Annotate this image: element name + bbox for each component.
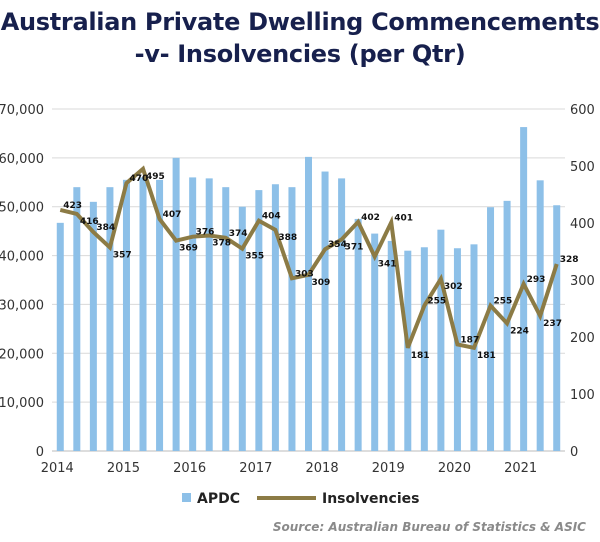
apdc-bar — [371, 233, 379, 451]
insolvencies-data-label: 309 — [312, 278, 331, 288]
legend-insolvencies-label: Insolvencies — [322, 491, 419, 507]
apdc-bar — [387, 240, 395, 451]
apdc-bar — [255, 190, 263, 452]
right-axis-tick-label: 600 — [570, 103, 595, 118]
chart-title-line2: -v- Insolvencies (per Qtr) — [134, 40, 466, 68]
apdc-bar — [122, 179, 130, 452]
left-axis-tick-label: 70,000 — [0, 103, 44, 118]
insolvencies-data-label: 302 — [444, 282, 463, 292]
right-axis-tick-label: 300 — [570, 274, 595, 289]
apdc-bar — [56, 222, 64, 451]
insolvencies-data-label: 470 — [129, 174, 148, 184]
insolvencies-data-label: 181 — [477, 351, 496, 361]
legend-apdc-swatch — [182, 493, 191, 502]
insolvencies-data-label: 374 — [229, 229, 248, 239]
left-axis-tick-label: 0 — [36, 445, 44, 460]
insolvencies-data-label: 376 — [196, 228, 215, 238]
insolvencies-data-label: 407 — [163, 210, 182, 220]
insolvencies-data-label: 384 — [96, 223, 115, 233]
apdc-bar — [238, 206, 246, 451]
apdc-bar — [338, 178, 346, 451]
x-axis-tick-label: 2021 — [504, 461, 537, 476]
apdc-bar — [437, 229, 445, 451]
apdc-bar — [73, 187, 81, 451]
apdc-bar — [288, 187, 296, 451]
apdc-bar — [420, 247, 428, 451]
insolvencies-data-label: 402 — [361, 213, 380, 223]
apdc-bar — [453, 248, 461, 451]
insolvencies-line — [59, 165, 559, 351]
insolvencies-data-label: 357 — [113, 251, 132, 261]
insolvencies-data-label: 495 — [146, 172, 165, 182]
insolvencies-data-label: 341 — [378, 260, 397, 270]
insolvencies-data-label: 416 — [80, 217, 99, 227]
source-note: Source: Australian Bureau of Statistics … — [272, 520, 586, 534]
insolvencies-data-label: 354 — [328, 240, 347, 250]
apdc-bar — [222, 187, 230, 451]
right-axis-tick-label: 400 — [570, 217, 595, 232]
insolvencies-data-label: 328 — [560, 255, 579, 265]
x-axis-tick-label: 2018 — [306, 461, 339, 476]
apdc-bar — [156, 179, 164, 452]
insolvencies-data-label: 181 — [411, 351, 430, 361]
left-axis-tick-label: 10,000 — [0, 396, 44, 411]
right-axis-tick-label: 0 — [570, 445, 578, 460]
apdc-bar — [321, 171, 329, 451]
left-axis-tick-label: 20,000 — [0, 347, 44, 362]
chart-title-line1: Australian Private Dwelling Commencement… — [0, 8, 600, 36]
legend-apdc-label: APDC — [197, 491, 240, 507]
insolvencies-data-label: 255 — [494, 297, 513, 307]
right-axis-tick-label: 100 — [570, 388, 595, 403]
apdc-bar — [404, 250, 412, 451]
right-axis-tick-label: 200 — [570, 331, 595, 346]
x-axis-tick-label: 2016 — [173, 461, 206, 476]
apdc-bar — [172, 157, 180, 451]
left-axis-tick-label: 50,000 — [0, 201, 44, 216]
apdc-bar — [305, 156, 312, 451]
insolvencies-data-label: 378 — [212, 239, 231, 249]
insolvencies-data-label: 303 — [295, 269, 314, 279]
right-axis-tick-label: 500 — [570, 160, 595, 175]
left-axis-tick-label: 40,000 — [0, 250, 44, 265]
insolvencies-data-label: 293 — [527, 275, 546, 285]
insolvencies-data-label: 388 — [278, 233, 297, 243]
insolvencies-data-label: 255 — [427, 297, 446, 307]
left-axis-tick-label: 60,000 — [0, 152, 44, 167]
x-axis-tick-label: 2017 — [239, 461, 272, 476]
apdc-bar — [487, 207, 495, 451]
insolvencies-data-label: 423 — [63, 201, 82, 211]
apdc-bar — [205, 178, 213, 451]
insolvencies-data-label: 371 — [345, 243, 364, 253]
insolvencies-data-label: 224 — [510, 326, 529, 336]
insolvencies-data-label: 404 — [262, 212, 281, 222]
x-axis-tick-label: 2019 — [372, 461, 405, 476]
x-axis-tick-label: 2014 — [41, 461, 74, 476]
x-axis-tick-label: 2015 — [107, 461, 140, 476]
apdc-bar — [553, 205, 561, 451]
apdc-bar — [106, 187, 114, 451]
insolvencies-data-label: 187 — [460, 335, 479, 345]
apdc-bar — [139, 177, 147, 451]
insolvencies-data-label: 355 — [245, 252, 264, 262]
apdc-bar — [189, 177, 197, 451]
apdc-bar — [89, 201, 97, 451]
apdc-bar — [271, 184, 279, 452]
apdc-bar — [354, 218, 362, 451]
insolvencies-data-label: 401 — [394, 213, 413, 223]
insolvencies-data-label: 369 — [179, 244, 198, 254]
x-axis-tick-label: 2020 — [438, 461, 471, 476]
insolvencies-data-label: 237 — [543, 319, 562, 329]
left-axis-tick-label: 30,000 — [0, 298, 44, 313]
